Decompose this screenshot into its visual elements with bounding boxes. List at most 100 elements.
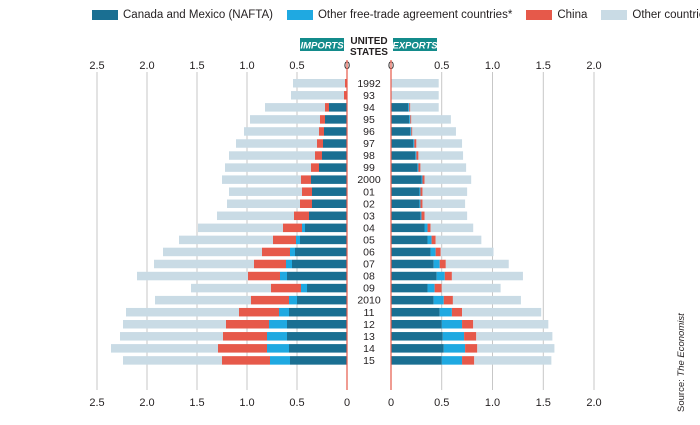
bar-imports-other-countries-15: [123, 356, 222, 365]
bar-exports-other-countries-04: [430, 223, 474, 233]
bar-imports-other-countries-09: [191, 283, 271, 293]
legend-item-nafta: Canada and Mexico (NAFTA): [92, 9, 273, 21]
bar-exports-other-countries-1992: [391, 79, 439, 88]
year-label-99: 99: [363, 162, 375, 174]
bar-imports-other-fta-11: [279, 307, 289, 317]
bar-imports-other-fta-08: [280, 271, 287, 281]
bar-imports-other-countries-99: [225, 163, 311, 172]
bar-imports-other-countries-04: [198, 223, 283, 233]
bar-exports-china-99: [418, 163, 421, 172]
tick-bottom-left-2: 1.5: [189, 397, 204, 409]
bar-exports-china-12: [462, 320, 474, 329]
bar-imports-other-countries-94: [265, 103, 325, 112]
bar-exports-other-fta-13: [442, 332, 465, 341]
bar-imports-other-countries-2010: [155, 295, 251, 305]
bar-imports-other-countries-02: [227, 199, 300, 208]
bar-imports-other-fta-05: [296, 235, 300, 245]
bar-imports-nafta-12: [287, 320, 347, 329]
bar-imports-china-95: [320, 115, 325, 124]
bar-imports-china-93: [344, 91, 347, 100]
bar-exports-nafta-08: [391, 271, 437, 281]
bar-exports-other-countries-01: [422, 187, 468, 196]
center-title-line-1: UNITED: [350, 36, 387, 47]
bar-imports-nafta-99: [319, 163, 347, 172]
bar-exports-china-07: [439, 259, 446, 269]
source-label: Source:: [676, 376, 687, 412]
bar-exports-other-countries-95: [411, 115, 451, 124]
tick-top-right-1: 0.5: [434, 60, 449, 72]
bar-exports-other-countries-13: [476, 332, 553, 341]
year-label-2010: 2010: [357, 295, 381, 307]
legend-swatch-nafta: [92, 10, 118, 20]
exports-label: EXPORTS: [392, 41, 438, 52]
year-label-11: 11: [364, 307, 375, 319]
year-label-08: 08: [363, 271, 375, 283]
bar-imports-nafta-11: [289, 307, 347, 317]
bar-exports-other-fta-99: [417, 163, 419, 172]
bar-exports-other-countries-02: [422, 199, 466, 208]
imports-label: IMPORTS: [300, 41, 344, 52]
bar-imports-other-fta-14: [267, 344, 289, 353]
bar-exports-china-08: [444, 271, 452, 281]
bar-imports-other-fta-07: [286, 259, 292, 269]
legend-label-china: China: [557, 9, 588, 21]
year-label-96: 96: [363, 126, 375, 138]
bar-exports-other-countries-2000: [424, 175, 472, 184]
bar-imports-china-96: [319, 127, 324, 136]
bar-exports-nafta-05: [391, 235, 428, 245]
bar-exports-nafta-2000: [391, 175, 422, 184]
bar-imports-nafta-2010: [297, 295, 347, 305]
bar-imports-nafta-08: [287, 271, 347, 281]
legend-swatch-other-countries: [601, 10, 628, 20]
bar-exports-nafta-06: [391, 247, 431, 257]
bar-exports-nafta-09: [391, 283, 428, 293]
bar-imports-china-11: [239, 307, 279, 317]
source-note: Source: The Economist: [676, 313, 687, 412]
bar-exports-other-fta-11: [439, 307, 452, 317]
year-label-98: 98: [363, 150, 375, 162]
bar-imports-china-1992: [345, 79, 347, 88]
bar-imports-other-countries-96: [244, 127, 319, 136]
bar-imports-china-02: [300, 199, 312, 208]
tick-bottom-left-5: 0: [344, 397, 350, 409]
bar-imports-other-fta-15: [270, 356, 290, 365]
bar-exports-china-09: [434, 283, 442, 293]
year-label-03: 03: [363, 210, 375, 222]
bar-imports-china-07: [254, 259, 286, 269]
bar-imports-nafta-97: [323, 139, 347, 148]
tick-top-right-3: 1.5: [536, 60, 551, 72]
bar-exports-nafta-97: [391, 139, 414, 148]
bar-exports-other-countries-11: [462, 307, 542, 317]
bar-imports-other-fta-06: [290, 247, 295, 257]
tick-bottom-left-1: 2.0: [139, 397, 154, 409]
legend-label-other-countries: Other countries: [632, 9, 700, 21]
bar-imports-other-countries-08: [137, 271, 248, 281]
bar-imports-china-14: [218, 344, 267, 353]
tick-top-left-1: 2.0: [139, 60, 154, 72]
bar-imports-china-03: [294, 211, 309, 221]
bar-exports-other-countries-99: [420, 163, 467, 172]
bar-imports-other-fta-12: [269, 320, 287, 329]
tick-top-left-2: 1.5: [189, 60, 204, 72]
bar-imports-other-countries-97: [236, 139, 317, 148]
bar-imports-other-countries-06: [163, 247, 262, 257]
bar-exports-other-countries-94: [410, 103, 439, 112]
bar-imports-nafta-07: [292, 259, 347, 269]
bar-exports-other-fta-14: [443, 344, 466, 353]
bar-exports-other-fta-04: [424, 223, 428, 233]
tick-bottom-left-0: 2.5: [89, 397, 104, 409]
bar-exports-other-fta-15: [441, 356, 463, 365]
year-label-12: 12: [363, 319, 375, 331]
year-label-13: 13: [363, 331, 375, 343]
year-label-14: 14: [363, 343, 375, 355]
bar-exports-other-fta-08: [436, 271, 445, 281]
year-label-01: 01: [363, 186, 375, 198]
year-label-09: 09: [363, 283, 375, 295]
bar-exports-other-fta-2000: [421, 175, 423, 184]
bar-exports-nafta-01: [391, 187, 420, 196]
bar-exports-other-fta-01: [419, 187, 421, 196]
bar-imports-other-fta-13: [267, 332, 287, 341]
tick-bottom-right-2: 1.0: [485, 397, 500, 409]
bar-imports-other-countries-13: [120, 332, 223, 341]
